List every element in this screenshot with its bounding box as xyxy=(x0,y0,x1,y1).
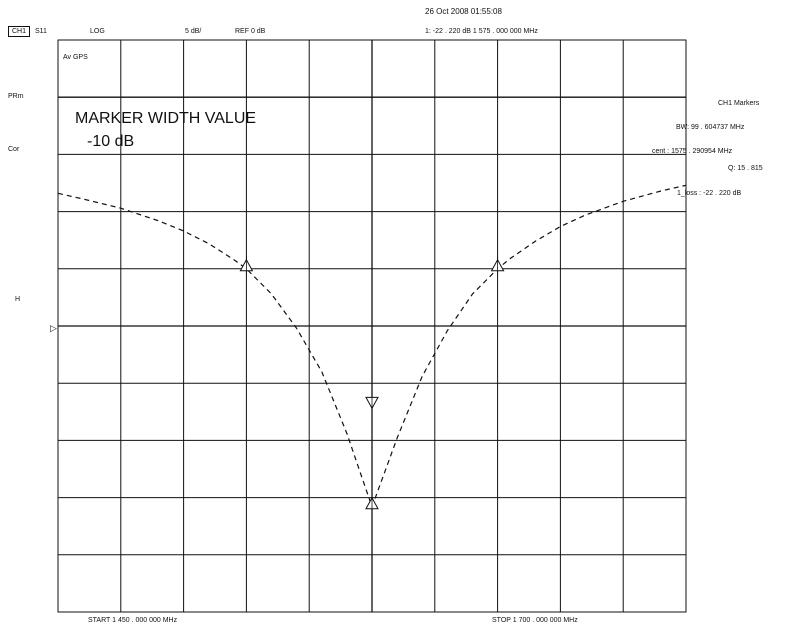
markers-loss: 1_loss : -22 . 220 dB xyxy=(677,190,742,197)
avg-label: Av GPS xyxy=(63,54,88,61)
marker-readout: 1: -22 . 220 dB 1 575 . 000 000 MHz xyxy=(425,28,538,35)
markers-bw: BW: 99 . 604737 MHz xyxy=(676,124,745,131)
markers-q: Q: 15 . 815 xyxy=(728,165,763,172)
param-label: S11 xyxy=(35,28,47,35)
scale-label: 5 dB/ xyxy=(185,28,202,35)
markers-heading: CH1 Markers xyxy=(718,100,760,107)
grid xyxy=(57,39,687,613)
cor-label: Cor xyxy=(8,146,20,153)
markers xyxy=(239,255,505,513)
start-freq: START 1 450 . 000 000 MHz xyxy=(88,617,178,624)
ref-label: REF 0 dB xyxy=(235,28,266,35)
hold-label: H xyxy=(15,296,21,303)
datetime: 26 Oct 2008 01:55:08 xyxy=(425,7,502,16)
annotation-value: -10 dB xyxy=(87,133,135,150)
stop-freq: STOP 1 700 . 000 000 MHz xyxy=(492,617,578,624)
ref-arrow: ▷ xyxy=(50,323,57,333)
format-label: LOG xyxy=(90,28,105,35)
markers-cent: cent : 1575 . 290954 MHz xyxy=(652,148,733,155)
prm-label: PRm xyxy=(8,93,24,100)
channel-box[interactable]: CH1 xyxy=(8,26,30,37)
annotation-title: MARKER WIDTH VALUE xyxy=(75,110,257,127)
